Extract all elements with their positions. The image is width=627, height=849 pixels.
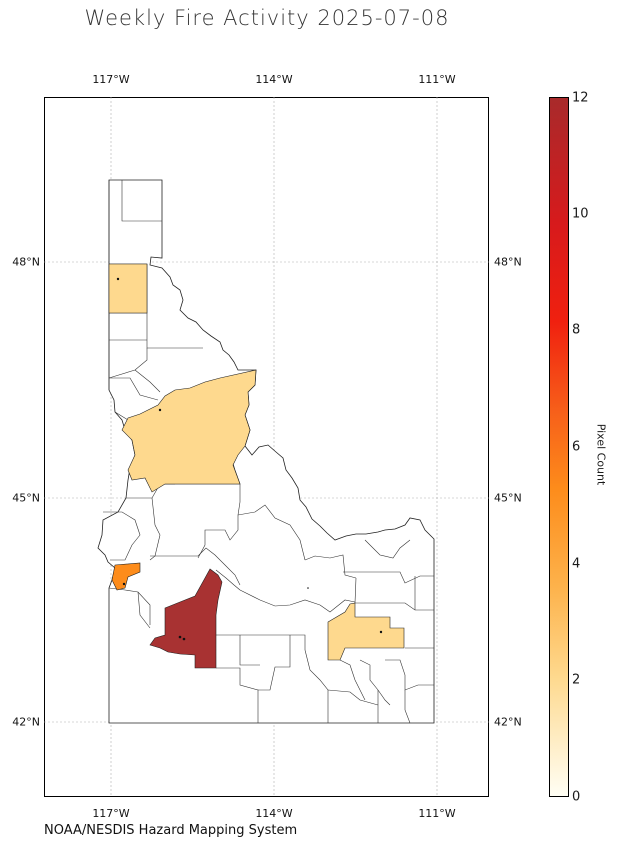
highlighted-counties [108,263,405,669]
lat-tick-right-1: 48°N [494,255,522,269]
colorbar-label: Pixel Count [594,423,608,486]
colorbar-tick-10: 10 [572,206,589,222]
colorbar-tick-8: 8 [572,322,581,338]
idaho-state-outline [97,179,435,724]
lon-tick-top-1: 117°W [92,73,130,86]
source-credit: NOAA/NESDIS Hazard Mapping System [44,823,298,838]
county-fill-west-5 [111,562,141,591]
county-fill-southeast-2 [327,602,405,661]
lon-tick-top-2: 114°W [255,73,293,86]
colorbar-tick-12: 12 [572,90,589,106]
county-fill-central-2 [121,369,257,493]
county-fill-north-2 [108,263,148,314]
lat-tick-left-3: 42°N [12,715,40,729]
lon-tick-bottom-1: 117°W [92,807,130,820]
lat-tick-right-2: 45°N [494,491,522,505]
colorbar-tick-0: 0 [572,789,581,805]
map-title: Weekly Fire Activity 2025-07-08 [84,6,450,30]
colorbar [549,97,569,797]
lon-tick-bottom-2: 114°W [255,807,293,820]
lat-tick-right-3: 42°N [494,715,522,729]
fire-points [116,277,383,641]
county-fill-southwest-12 [149,568,223,669]
colorbar-tick-4: 4 [572,556,581,572]
lat-tick-left-2: 45°N [12,491,40,505]
colorbar-tick-2: 2 [572,672,581,688]
lon-tick-top-3: 111°W [418,73,456,86]
lon-tick-bottom-3: 111°W [418,807,456,820]
lat-tick-left-1: 48°N [12,255,40,269]
colorbar-tick-6: 6 [572,439,581,455]
